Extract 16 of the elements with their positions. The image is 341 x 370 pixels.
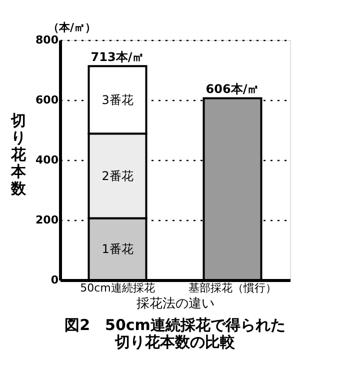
y-axis-title: 切り花本数 bbox=[10, 112, 27, 198]
y-tick-label: 800 bbox=[36, 34, 59, 46]
text: 図2 50cm連続採花で得られた切り花本数の比較 bbox=[64, 316, 286, 351]
series-label: 1番花 bbox=[102, 242, 134, 256]
x-tick-label: 50cm連続採花 bbox=[80, 282, 155, 294]
y-tick-label: 600 bbox=[36, 94, 59, 106]
x-axis-title: 採花法の違い bbox=[136, 296, 214, 312]
series-label: 2番花 bbox=[102, 168, 134, 183]
y-tick-label: 400 bbox=[36, 154, 59, 166]
y-tick-label: 200 bbox=[36, 214, 59, 226]
series-label: 3番花 bbox=[102, 92, 134, 107]
x-tick-label: 基部採花（慣行） bbox=[188, 282, 276, 294]
text: （本/㎡） bbox=[48, 21, 96, 34]
total-label: 713本/㎡ bbox=[90, 50, 144, 64]
y-tick-label: 0 bbox=[50, 274, 59, 286]
total-label: 606本/㎡ bbox=[206, 82, 260, 96]
